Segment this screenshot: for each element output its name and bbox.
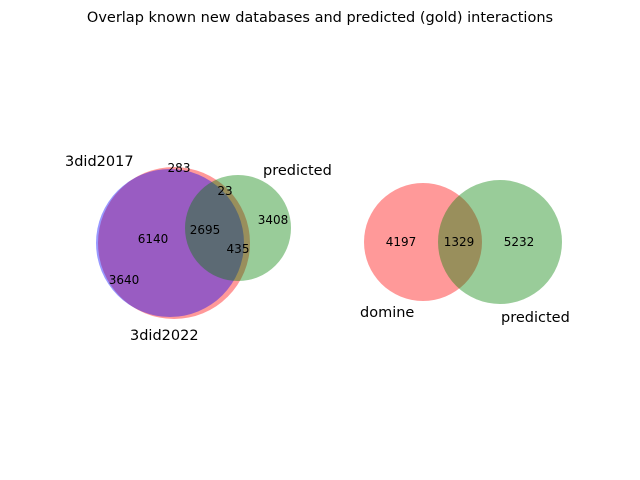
venn3-region-count: 23 [217,184,232,198]
venn2-set-domine-circle [364,183,482,301]
venn3-region-count: 3408 [258,213,289,227]
venn3-set-3did2022-circle [96,169,244,317]
venn3-set-predicted-circle [185,175,291,281]
venn2-set-label-predicted: predicted [501,310,570,326]
venn2-region-count: 4197 [386,235,417,249]
venn3-set-3did2017-circle [98,167,250,319]
venn3-region-count: 6140 [138,232,169,246]
chart-title: Overlap known new databases and predicte… [87,10,553,26]
venn3-region-count: 2695 [190,223,221,237]
venn3-set-label-predicted: predicted [263,163,332,179]
venn3-set-label-3did2022: 3did2022 [130,328,199,344]
venn2-diagram: domine predicted 4197 1329 5232 [360,180,570,326]
venn3-region-count: 283 [168,161,191,175]
venn3-diagram: 3did2017 3did2022 predicted 283 23 6140 … [65,154,332,344]
venn3-set-label-3did2017: 3did2017 [65,154,134,170]
venn3-region-count: 3640 [109,273,140,287]
venn2-set-predicted-circle [438,180,562,304]
venn2-region-count: 5232 [504,235,535,249]
venn2-region-count: 1329 [444,235,475,249]
venn3-region-count: 435 [227,242,250,256]
venn2-set-label-domine: domine [360,305,414,321]
